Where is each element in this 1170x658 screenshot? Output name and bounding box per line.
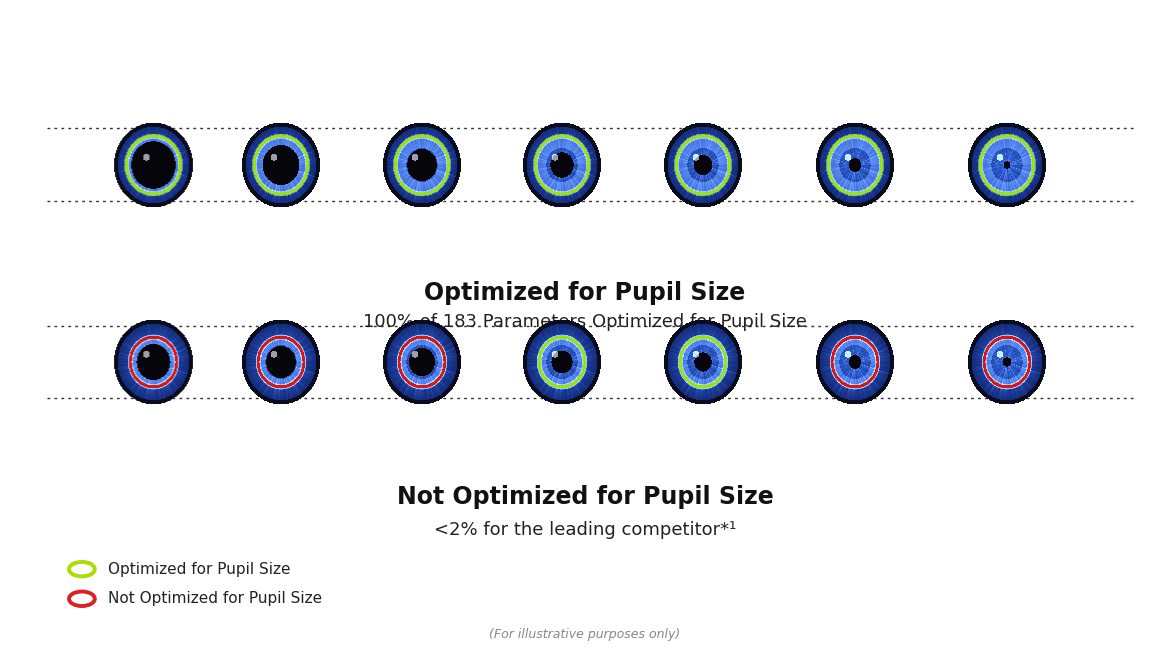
Text: Not Optimized for Pupil Size: Not Optimized for Pupil Size [108,592,322,606]
Text: Optimized for Pupil Size: Optimized for Pupil Size [108,562,290,576]
Text: <2% for the leading competitor*¹: <2% for the leading competitor*¹ [434,520,736,539]
Text: 100% of 183 Parameters Optimized for Pupil Size: 100% of 183 Parameters Optimized for Pup… [363,313,807,332]
Text: (For illustrative purposes only): (For illustrative purposes only) [489,628,681,642]
Text: Not Optimized for Pupil Size: Not Optimized for Pupil Size [397,485,773,509]
Text: Optimized for Pupil Size: Optimized for Pupil Size [425,281,745,305]
